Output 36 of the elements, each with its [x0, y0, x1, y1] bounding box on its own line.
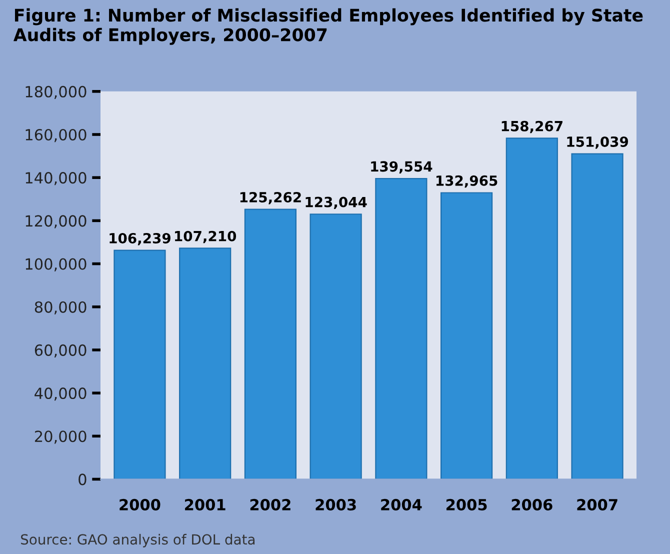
y-tick-label: 80,000: [34, 301, 86, 314]
y-tick-label: 140,000: [26, 172, 86, 186]
chart-title: Figure 1: Number of Misclassified Employees Identified by State Audits of Employers, 2000–2007: [13, 8, 643, 45]
bar: [440, 192, 493, 480]
source-note: Source: GAO analysis of DOL data: [21, 534, 255, 548]
x-tick-label: 2003: [316, 498, 356, 510]
x-tick-label: 2007: [577, 498, 618, 510]
y-tick-label: 100,000: [26, 258, 86, 272]
bar: [310, 214, 362, 480]
bar: [571, 153, 624, 480]
x-tick-label: 2004: [381, 498, 422, 510]
bar: [244, 208, 296, 480]
bar: [114, 250, 166, 480]
data-label: 158,267: [502, 120, 562, 134]
y-tick-label: 40,000: [34, 388, 86, 401]
x-tick-label: 2005: [446, 498, 487, 510]
x-tick-label: 2001: [185, 498, 226, 510]
y-tick-label: 60,000: [34, 344, 86, 358]
y-tick-label: 0: [78, 474, 86, 486]
x-tick-label: 2000: [120, 498, 160, 510]
bar: [179, 248, 232, 480]
y-tick-label: 160,000: [26, 128, 86, 142]
bar: [375, 178, 428, 480]
y-tick-label: 180,000: [26, 86, 86, 99]
x-tick-label: 2006: [512, 498, 552, 510]
x-tick-label: 2002: [250, 498, 290, 510]
bar: [506, 138, 558, 480]
data-label: 123,044: [306, 196, 367, 210]
data-label: 139,554: [371, 161, 432, 174]
data-label: 106,239: [110, 232, 170, 246]
y-tick-label: 120,000: [26, 215, 86, 228]
data-label: 125,262: [240, 192, 301, 204]
data-label: 132,965: [436, 175, 498, 188]
y-tick-label: 20,000: [34, 430, 86, 444]
data-label: 151,039: [567, 136, 628, 149]
data-label: 107,210: [175, 230, 236, 244]
